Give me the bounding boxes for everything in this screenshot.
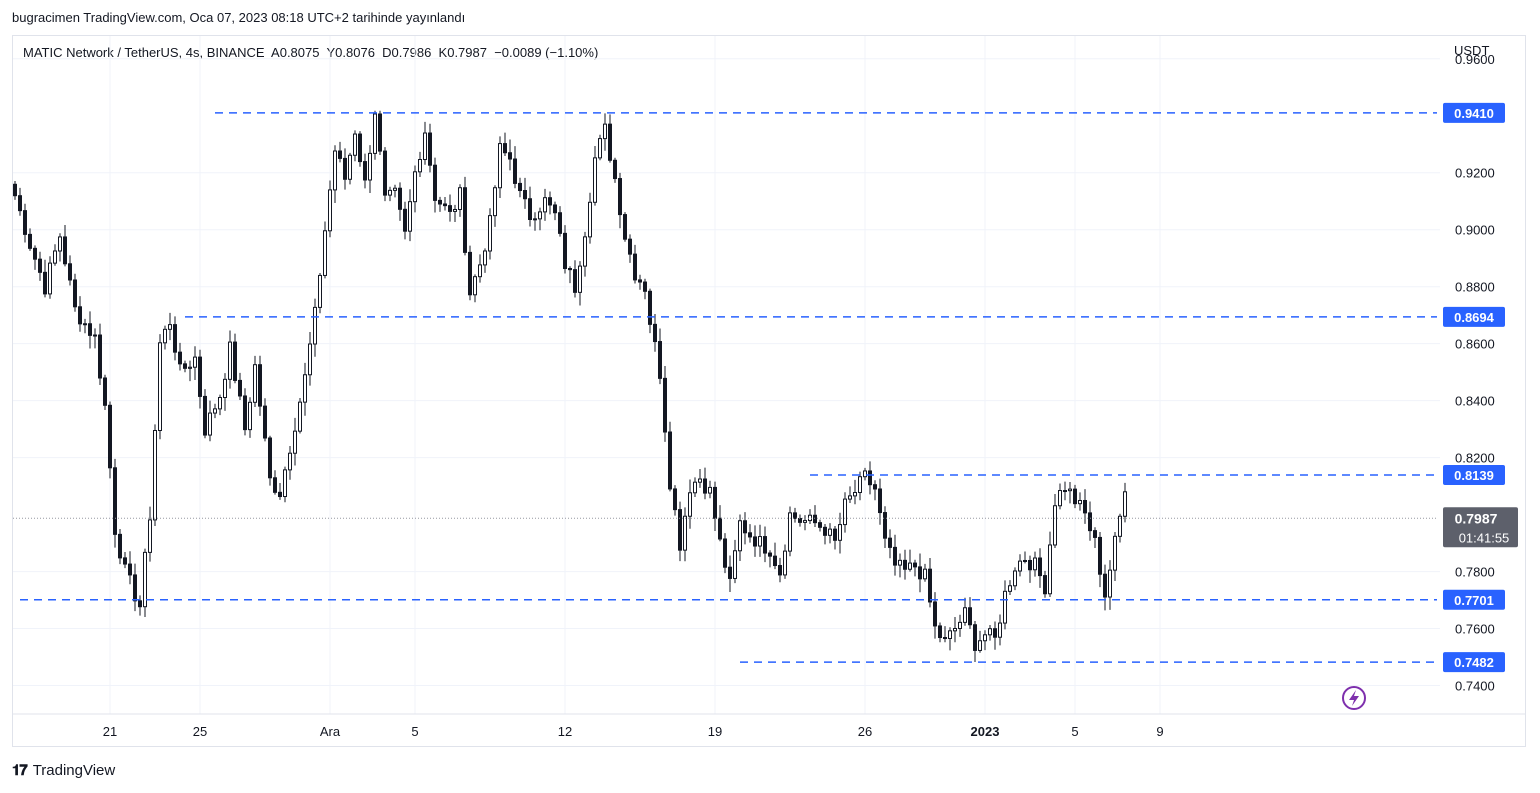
low-label: D xyxy=(382,45,392,60)
ohlc-legend: MATIC Network / TetherUS, 4s, BINANCE A0… xyxy=(23,45,598,60)
symbol-label[interactable]: MATIC Network / TetherUS, 4s, BINANCE xyxy=(23,45,265,60)
tradingview-footer[interactable]: 𝟏𝟕 TradingView xyxy=(12,762,115,779)
tradingview-logo-icon: 𝟏𝟕 xyxy=(12,762,28,779)
footer-brand: TradingView xyxy=(32,762,116,779)
close-label: K xyxy=(438,45,448,60)
chart-frame[interactable] xyxy=(12,35,1526,747)
close-value: 0.7987 xyxy=(447,45,487,60)
low-value: 0.7986 xyxy=(391,45,432,60)
high-label: Y xyxy=(326,45,336,60)
open-label: A xyxy=(271,45,280,60)
published-by-line: bugracimen TradingView.com, Oca 07, 2023… xyxy=(12,10,466,25)
open-value: 0.8075 xyxy=(279,45,320,60)
change-value: −0.0089 (−1.10%) xyxy=(494,45,599,60)
high-value: 0.8076 xyxy=(335,45,375,60)
